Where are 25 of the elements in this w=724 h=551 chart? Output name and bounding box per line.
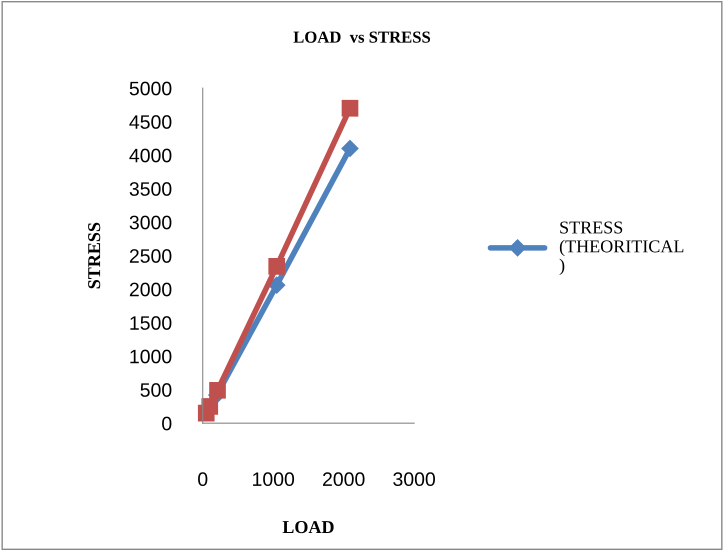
point [268,258,286,275]
point [341,140,359,158]
point [209,382,226,399]
y-axis-title: STRESS [88,222,100,288]
point [342,100,358,117]
y-tick-label: 3500 [130,182,172,196]
x-tick-label: 3000 [393,472,435,486]
x-axis-title: LOAD [282,521,334,534]
y-tick-label: 2000 [130,282,172,296]
y-tick-label: 5000 [130,82,172,96]
y-tick-label: 500 [140,383,172,397]
chart-title: LOAD vs STRESS [294,32,430,43]
legend-label: STRESS (THEORITICAL ) [560,221,684,276]
point [201,398,218,415]
y-tick-label: 1500 [130,316,172,330]
y-tick-label: 0 [162,416,172,430]
y-tick-label: 1000 [130,350,172,364]
y-tick-label: 3000 [130,216,172,230]
x-tick-label: 2000 [323,472,365,486]
y-tick-label: 2500 [130,249,172,263]
y-tick-label: 4500 [129,115,172,129]
x-tick-label: 0 [198,472,208,486]
y-tick-label: 4000 [129,148,172,162]
point [268,276,286,294]
x-tick-label: 1000 [253,472,294,486]
